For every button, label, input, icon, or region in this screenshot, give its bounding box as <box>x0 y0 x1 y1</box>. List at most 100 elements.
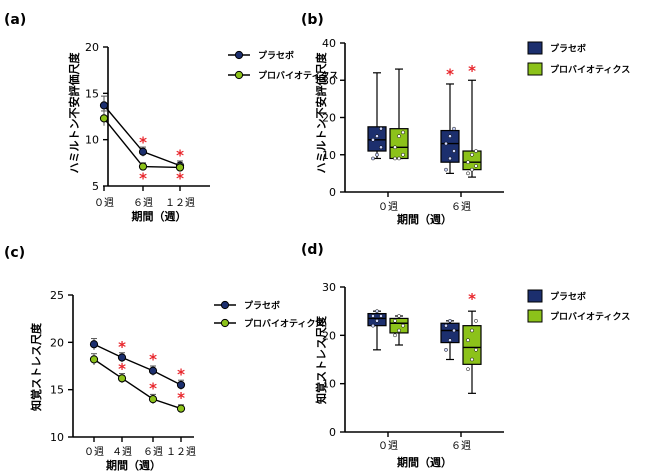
significance-star: * <box>446 66 454 84</box>
significance-star: * <box>118 338 126 356</box>
legend-label: プロバイオティクス <box>550 64 630 76</box>
box <box>389 128 409 160</box>
data-point <box>397 314 401 318</box>
y-axis-title: ハミルトン不安評価尺度 <box>314 52 328 174</box>
data-point <box>375 134 379 138</box>
y-tick-label: 15 <box>50 384 64 397</box>
data-point <box>452 149 456 153</box>
series-line <box>93 343 182 386</box>
data-point <box>89 355 99 364</box>
data-point <box>444 323 448 328</box>
y-tick-label: 20 <box>50 336 64 349</box>
data-point <box>470 152 474 157</box>
legend-swatch <box>527 289 543 303</box>
y-tick-label: 10 <box>50 431 64 444</box>
data-point <box>379 145 383 150</box>
x-axis-title: 期間（週） <box>106 458 161 472</box>
significance-star: * <box>139 170 147 188</box>
legend-label: プラセボ <box>550 43 586 55</box>
x-tick-label: ０週 <box>378 201 398 213</box>
legend-marker <box>220 300 230 310</box>
data-point <box>371 323 375 328</box>
data-point <box>397 328 401 333</box>
x-tick-label: ６週 <box>451 440 471 452</box>
legend-label: プラセボ <box>550 291 586 303</box>
panel-label: (a) <box>4 12 26 28</box>
y-tick-label: 25 <box>50 289 64 302</box>
data-point <box>379 314 383 318</box>
data-point <box>138 162 148 171</box>
panel-label: (c) <box>4 245 25 261</box>
legend-label: プラセボ <box>244 300 280 312</box>
x-tick-label: ６週 <box>143 446 163 458</box>
data-point <box>401 323 405 328</box>
data-point <box>375 309 379 314</box>
data-point <box>393 318 397 323</box>
legend-swatch <box>527 62 543 76</box>
y-tick-label: 20 <box>322 329 336 342</box>
significance-star: * <box>176 146 184 164</box>
significance-star: * <box>149 380 157 398</box>
data-point <box>452 126 456 131</box>
y-tick-label: 0 <box>329 186 336 199</box>
y-tick-label: 20 <box>322 112 336 125</box>
data-point <box>176 404 186 413</box>
legend-label: プロバイオティクス <box>258 70 338 82</box>
data-point <box>444 167 448 172</box>
y-axis-title: 知覚ストレス尺度 <box>29 322 43 412</box>
x-tick-label: ４週 <box>112 446 132 458</box>
data-point <box>371 156 375 161</box>
y-tick-label: 30 <box>322 281 336 294</box>
y-tick-label: 30 <box>322 74 336 87</box>
data-point <box>175 163 185 172</box>
panel-label: (b) <box>301 12 324 28</box>
y-tick-label: 15 <box>85 87 99 100</box>
legend-marker <box>234 50 244 60</box>
y-tick-label: 10 <box>322 149 336 162</box>
data-point <box>444 141 448 146</box>
data-point <box>393 333 397 338</box>
y-tick-label: 10 <box>322 378 336 391</box>
x-tick-label: ０週 <box>378 440 398 452</box>
data-point <box>393 145 397 150</box>
data-point <box>89 340 99 349</box>
y-tick-label: 5 <box>92 180 99 193</box>
data-point <box>401 152 405 157</box>
significance-star: * <box>149 350 157 368</box>
y-tick-label: 40 <box>322 37 336 50</box>
significance-star: * <box>468 290 476 308</box>
data-point <box>375 152 379 157</box>
data-point <box>466 171 470 176</box>
x-axis-title: 期間（週） <box>397 212 452 226</box>
legend-swatch <box>527 309 543 323</box>
data-point <box>148 395 158 404</box>
box <box>462 325 482 365</box>
x-tick-label: ６週 <box>133 197 153 209</box>
data-point <box>397 134 401 138</box>
data-point <box>466 367 470 372</box>
data-point <box>448 338 452 343</box>
x-tick-label: ０週 <box>84 446 104 458</box>
data-point <box>466 160 470 165</box>
data-point <box>148 366 158 375</box>
data-point <box>397 156 401 161</box>
data-point <box>117 374 127 383</box>
box <box>440 322 460 344</box>
y-tick-label: 0 <box>329 426 336 439</box>
data-point <box>448 134 452 138</box>
data-point <box>176 380 186 390</box>
data-point <box>466 338 470 343</box>
data-point <box>371 314 375 318</box>
legend-swatch <box>527 41 543 55</box>
data-point <box>371 138 375 142</box>
legend-label: プロバイオティクス <box>244 318 324 330</box>
data-point <box>474 347 478 352</box>
legend-label: プラセボ <box>258 50 294 62</box>
y-axis-title: 知覚ストレス尺度 <box>314 315 328 405</box>
data-point <box>474 318 478 323</box>
